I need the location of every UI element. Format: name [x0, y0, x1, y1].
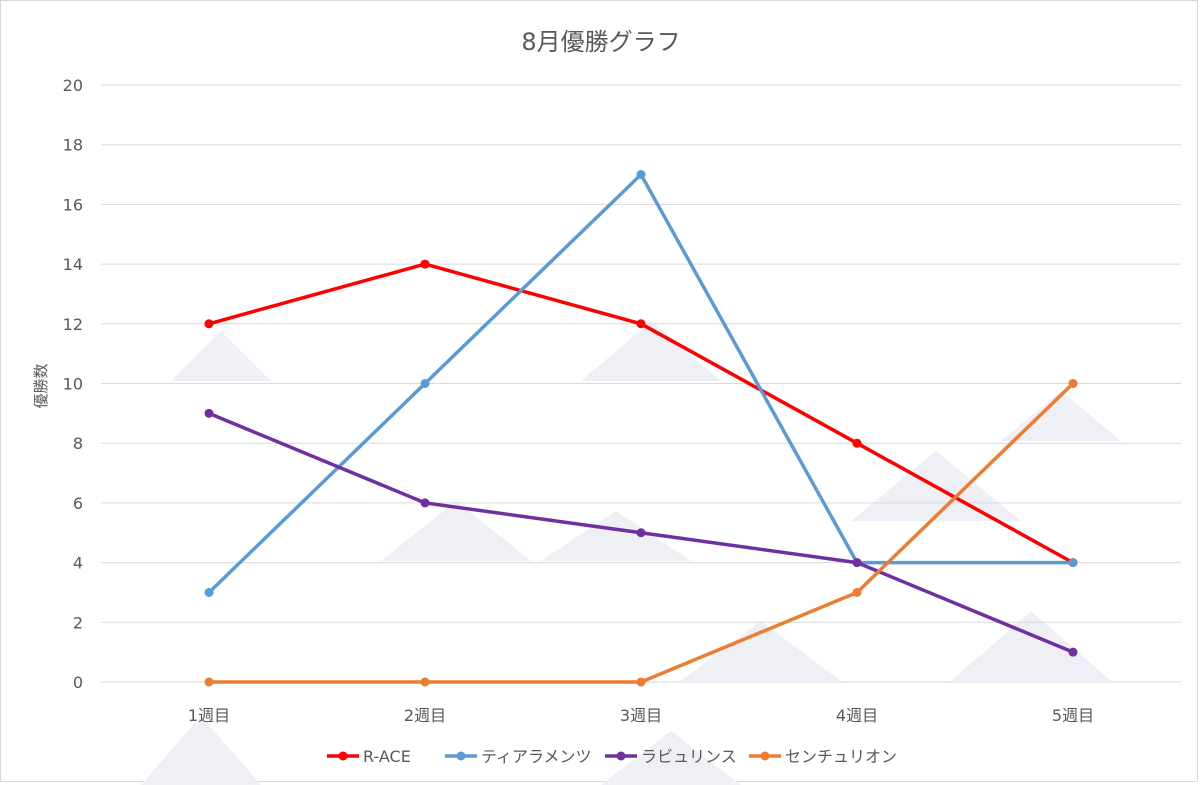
- watermark-triangle: [601, 731, 741, 785]
- legend-swatch-marker: [456, 751, 466, 761]
- x-tick-label: 3週目: [620, 706, 662, 725]
- y-tick-label: 20: [63, 76, 83, 95]
- legend: R-ACE ティアラメンツ ラビュリンス センチュリオン: [327, 747, 897, 766]
- y-tick-label: 18: [63, 136, 83, 155]
- data-point: [852, 438, 862, 448]
- y-tick-label: 0: [73, 673, 83, 692]
- y-axis-title: 優勝数: [32, 363, 50, 408]
- data-point: [852, 558, 862, 568]
- legend-label: ティアラメンツ: [481, 747, 592, 766]
- legend-item: センチュリオン: [749, 747, 897, 766]
- data-point: [636, 528, 646, 538]
- x-tick-label: 1週目: [188, 706, 230, 725]
- legend-label: センチュリオン: [785, 747, 897, 766]
- legend-item: ラビュリンス: [605, 747, 737, 766]
- data-point: [204, 319, 214, 329]
- watermark-triangle: [951, 611, 1111, 681]
- chart-title: 8月優勝グラフ: [521, 28, 680, 56]
- data-point: [636, 170, 646, 180]
- x-axis-ticks: 1週目 2週目 3週目 4週目 5週目: [188, 706, 1094, 725]
- y-tick-label: 2: [73, 613, 83, 632]
- y-tick-label: 16: [63, 195, 83, 214]
- watermark-triangle: [581, 321, 721, 381]
- watermark-triangle: [141, 716, 261, 785]
- series-センチュリオン: [204, 379, 1078, 687]
- data-point: [1068, 558, 1078, 568]
- watermark-triangle: [681, 621, 841, 681]
- y-tick-label: 6: [73, 494, 83, 513]
- watermark-triangle: [541, 511, 691, 561]
- watermark-triangle: [1001, 391, 1121, 441]
- x-tick-label: 2週目: [404, 706, 446, 725]
- data-point: [1068, 647, 1078, 657]
- series-layer: [204, 170, 1078, 687]
- y-tick-label: 12: [63, 315, 83, 334]
- data-point: [204, 587, 214, 597]
- data-point: [420, 259, 430, 269]
- data-point: [204, 677, 214, 687]
- data-point: [204, 408, 214, 418]
- y-axis-ticks: 0 2 4 6 8 10 12 14 16 18 20: [63, 76, 83, 692]
- x-tick-label: 5週目: [1052, 706, 1094, 725]
- legend-label: ラビュリンス: [641, 747, 737, 766]
- y-tick-label: 4: [73, 554, 83, 573]
- legend-swatch-marker: [760, 751, 770, 761]
- y-tick-label: 14: [63, 255, 83, 274]
- data-point: [636, 319, 646, 329]
- legend-item: ティアラメンツ: [445, 747, 592, 766]
- data-point: [420, 677, 430, 687]
- watermark-triangle: [171, 331, 271, 381]
- data-point: [420, 379, 430, 388]
- legend-swatch-marker: [616, 751, 626, 761]
- data-point: [420, 498, 430, 508]
- watermark-triangle: [381, 501, 531, 561]
- y-tick-label: 10: [63, 375, 83, 394]
- data-point: [1068, 379, 1078, 388]
- data-point: [636, 677, 646, 687]
- legend-swatch-marker: [338, 751, 348, 761]
- legend-item: R-ACE: [327, 747, 411, 766]
- y-tick-label: 8: [73, 434, 83, 453]
- series-ラビュリンス: [204, 408, 1078, 657]
- data-point: [852, 587, 862, 597]
- legend-label: R-ACE: [363, 747, 411, 766]
- x-tick-label: 4週目: [836, 706, 878, 725]
